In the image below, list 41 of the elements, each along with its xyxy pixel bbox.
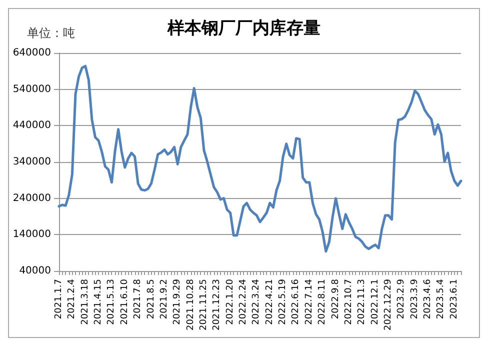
x-tick-label: 2021.8.5 bbox=[146, 279, 156, 320]
y-tick-label: 440000 bbox=[12, 120, 51, 132]
x-tick-label: 2021.12.23 bbox=[212, 279, 222, 331]
text: 单位：吨 bbox=[27, 26, 75, 40]
x-tick-label: 2021.9.29 bbox=[172, 278, 183, 325]
x-tick-label: 2023.3.9 bbox=[410, 278, 420, 320]
x-tick-label: 2022.8.11 bbox=[318, 279, 328, 325]
x-tick-label: 2021.1.7 bbox=[54, 279, 64, 320]
x-tick-label: 2022.12.29 bbox=[384, 278, 394, 331]
chart-title: 样本钢厂厂内库存量 bbox=[166, 18, 320, 38]
x-tick-label: 2021.6.10 bbox=[120, 278, 130, 325]
x-tick-label: 2022.9.8 bbox=[330, 278, 341, 320]
y-tick-label: 240000 bbox=[12, 192, 51, 204]
y-tick-label: 40000 bbox=[19, 266, 51, 276]
x-tick-label: 2022.11.3 bbox=[357, 279, 368, 325]
x-tick-label: 2023.2.9 bbox=[396, 278, 407, 320]
x-tick-label: 2021.5.13 bbox=[106, 279, 117, 325]
x-tick-label: 2022.12.1 bbox=[370, 279, 380, 325]
x-tick-label: 2021.10.28 bbox=[186, 278, 196, 331]
x-tick-label: 2022.5.19 bbox=[278, 278, 288, 325]
y-tick-label: 640000 bbox=[12, 48, 51, 58]
x-tick-label: 2021.7.8 bbox=[133, 278, 144, 320]
x-tick-label: 2023.6.1 bbox=[449, 279, 460, 320]
y-tick-label: 540000 bbox=[12, 84, 51, 95]
x-tick-label: 2021.9.2 bbox=[159, 279, 170, 320]
y-tick-label: 340000 bbox=[12, 156, 51, 168]
x-tick-label: 2021.11.25 bbox=[198, 279, 209, 331]
x-tick-label: 2023.4.6 bbox=[423, 278, 434, 320]
x-tick-label: 2022.7.14 bbox=[304, 278, 314, 325]
x-tick-label: 2021.4.15 bbox=[94, 279, 104, 325]
x-tick-label: 2022.2.24 bbox=[238, 278, 249, 325]
x-tick-label: 2022.1.20 bbox=[225, 278, 236, 325]
x-tick-label: 2022.3.24 bbox=[252, 278, 262, 325]
y-tick-label: 140000 bbox=[12, 229, 51, 240]
x-tick-label: 2023.5.4 bbox=[436, 278, 446, 320]
x-tick-label: 2021.3.18 bbox=[80, 278, 90, 325]
x-tick-label: 2021.2.4 bbox=[67, 278, 78, 320]
x-tick-label: 2022.4.21 bbox=[264, 279, 275, 325]
x-tick-label: 2022.6.16 bbox=[291, 278, 302, 325]
x-tick-label: 2022.10.7 bbox=[344, 279, 354, 325]
line-series bbox=[58, 64, 462, 253]
